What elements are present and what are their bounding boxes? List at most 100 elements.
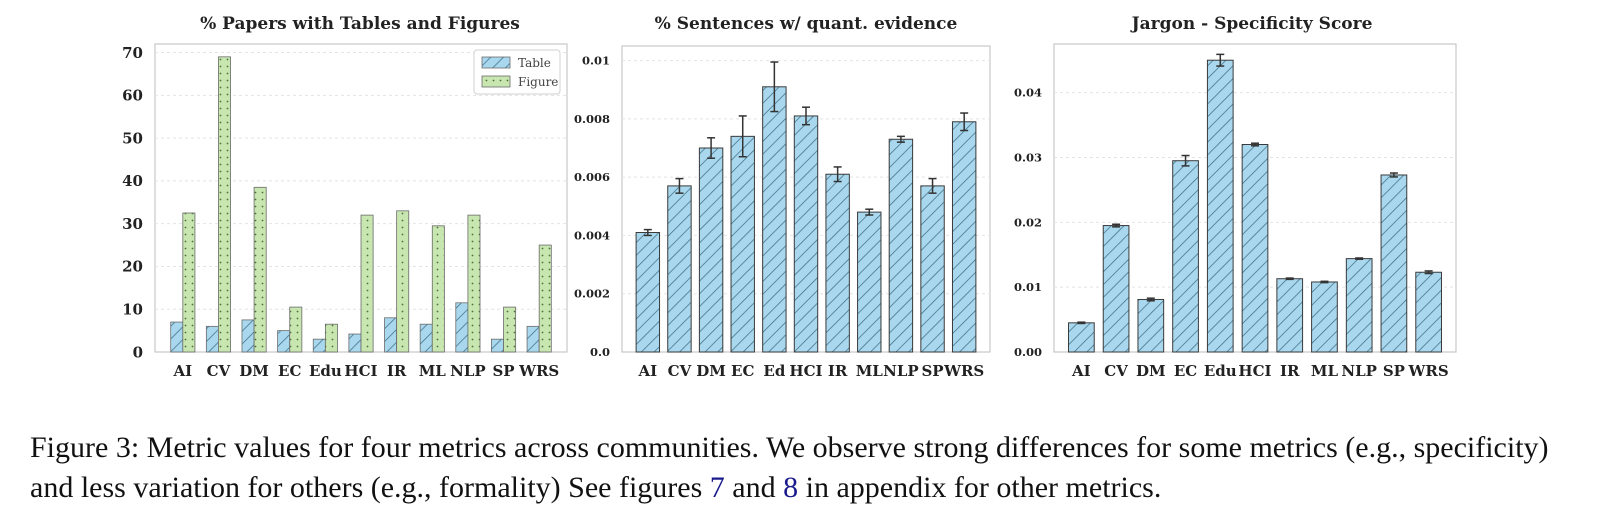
x-tick-label: IR: [828, 362, 848, 380]
bar-table-sp: [491, 338, 504, 353]
y-tick-label: 70: [122, 44, 143, 62]
x-tick-label: ML: [856, 362, 884, 380]
legend-swatch-figure: [481, 75, 511, 88]
chart-panel-1: % Papers with Tables and Figures 0 10 20 30 4…: [122, 14, 568, 380]
y-tick-label: 0.006: [574, 170, 610, 184]
y-tick-label: 0.04: [1014, 86, 1042, 100]
bar-ml: [1311, 281, 1338, 353]
y-tick-label: 50: [122, 129, 143, 147]
caption-text-1: Figure 3: Metric values for four metrics…: [30, 431, 1549, 504]
x-tick-label: WRS: [1408, 362, 1449, 380]
legend: Table Figure: [473, 49, 561, 95]
chart-title: Jargon - Specificity Score: [1130, 14, 1373, 34]
bar-table-dm: [241, 319, 255, 353]
x-tick-label: CV: [207, 362, 231, 380]
y-tick-label: 0.0: [590, 345, 610, 359]
y-tick-label: 30: [122, 215, 143, 233]
y-tick-label: 0.002: [574, 287, 610, 301]
bar-nlp: [888, 138, 914, 353]
x-tick-label: NLP: [1341, 362, 1377, 380]
x-tick-label: WRS: [518, 362, 559, 380]
x-tick-label: ML: [419, 362, 447, 380]
x-tick-label: AI: [172, 362, 192, 380]
x-tick-label: EC: [1174, 362, 1197, 380]
x-tick-label: DM: [239, 362, 269, 380]
x-tick-label: CV: [668, 362, 692, 380]
bar-figure-cv: [218, 56, 231, 353]
x-tick-label: HCI: [344, 362, 377, 380]
y-tick-label: 60: [122, 87, 143, 105]
bar-table-nlp: [455, 302, 469, 353]
x-tick-label: Ed: [763, 362, 785, 380]
bar-table-edu: [312, 338, 326, 353]
x-tick-label: DM: [1136, 362, 1166, 380]
y-tick-label: 20: [122, 258, 143, 276]
figure-caption: Figure 3: Metric values for four metrics…: [30, 428, 1590, 508]
bar-ec: [1172, 160, 1199, 353]
x-tick-label: EC: [278, 362, 301, 380]
figure-ref-8[interactable]: 8: [783, 471, 799, 504]
x-tick-label: NLP: [450, 362, 486, 380]
y-tick-label: 0.00: [1014, 345, 1042, 359]
x-tick-label: EC: [731, 362, 754, 380]
bar-figure-hci: [360, 214, 374, 353]
bar-figure-ec: [289, 306, 303, 353]
bar-ir: [825, 173, 850, 353]
caption-text-3: in appendix for other metrics.: [798, 471, 1162, 504]
bar-table-wrs: [526, 325, 540, 353]
x-tick-label: CV: [1104, 362, 1128, 380]
y-tick-label: 10: [122, 300, 143, 318]
x-tick-label: AI: [637, 362, 657, 380]
bar-cv: [1102, 225, 1130, 353]
bar-ml: [857, 211, 882, 353]
y-tick-label: 0: [133, 343, 143, 361]
bar-nlp: [1345, 258, 1373, 353]
y-tick-label: 0.02: [1014, 215, 1042, 229]
bar-cv: [667, 185, 692, 353]
legend-swatch-table: [481, 56, 511, 69]
bar-figure-ir: [396, 210, 410, 353]
x-tick-label: IR: [387, 362, 407, 380]
x-tick-label: ML: [1311, 362, 1339, 380]
bar-table-hci: [348, 333, 362, 353]
bar-figure-ai: [182, 212, 196, 353]
caption-text-2: and: [724, 471, 784, 504]
figure-ref-7[interactable]: 7: [709, 471, 725, 504]
y-tick-label: 0.008: [574, 112, 610, 126]
bar-hci: [1241, 144, 1269, 353]
bar-ed: [762, 86, 787, 353]
y-tick-label: 0.01: [582, 54, 610, 68]
legend-label-table: Table: [518, 56, 551, 70]
chart-panel-2: % Sentences w/ quant. evidence 0.0 0.002 0.…: [574, 14, 991, 380]
bar-dm: [698, 147, 724, 353]
chart-title: % Papers with Tables and Figures: [200, 14, 520, 34]
x-tick-label: SP: [921, 362, 943, 380]
x-tick-label: DM: [696, 362, 726, 380]
chart-panel-3: Jargon - Specificity Score 0.00 0.01 0.02 0.…: [1014, 14, 1457, 380]
bar-figure-sp: [503, 306, 517, 353]
bar-table-ir: [384, 317, 398, 353]
bar-figure-nlp: [467, 214, 481, 353]
x-tick-label: WRS: [943, 362, 984, 380]
x-tick-label: Edu: [1204, 362, 1237, 380]
bar-dm: [1137, 298, 1165, 353]
bar-figure-ml: [431, 225, 445, 353]
bar-sp: [920, 185, 945, 353]
legend-label-figure: Figure: [518, 75, 558, 89]
x-tick-label: SP: [1383, 362, 1405, 380]
chart-title: % Sentences w/ quant. evidence: [655, 14, 958, 34]
x-tick-label: HCI: [789, 362, 822, 380]
x-tick-label: NLP: [883, 362, 919, 380]
bar-wrs: [1415, 271, 1442, 353]
bar-table-cv: [205, 325, 219, 353]
bar-figure-edu: [324, 323, 338, 353]
y-tick-label: 40: [122, 172, 143, 190]
bar-edu: [1206, 59, 1234, 353]
bar-ir: [1276, 278, 1304, 353]
x-tick-label: Edu: [309, 362, 342, 380]
bar-ec: [730, 135, 755, 353]
x-tick-label: IR: [1280, 362, 1300, 380]
bar-figure-wrs: [538, 244, 552, 353]
bar-sp: [1380, 174, 1408, 353]
x-tick-label: SP: [492, 362, 514, 380]
